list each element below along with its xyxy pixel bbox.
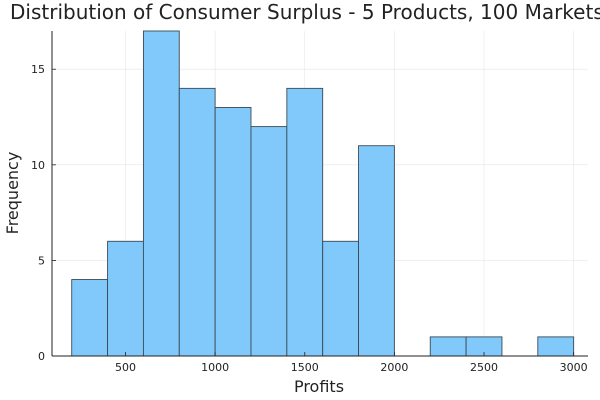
x-axis-label: Profits [294,377,344,396]
histogram-bar [358,145,395,357]
chart-title: Distribution of Consumer Surplus - 5 Pro… [10,0,600,24]
histogram-bar [178,87,216,357]
ticks-layer: 500 1000 1500 2000 2500 3000 0 5 10 15 [31,63,588,374]
axes-layer [51,31,588,357]
x-tick-label: 1500 [291,361,319,374]
histogram-bar [250,126,288,357]
y-tick-label: 15 [31,63,45,76]
x-tick-label: 1000 [201,361,229,374]
histogram-bar [71,279,109,357]
bars-layer [71,30,575,357]
x-tick-label: 500 [115,361,136,374]
y-tick-label: 5 [38,254,45,267]
histogram-bar [286,87,324,357]
histogram-bar [322,240,359,357]
histogram-bar [429,336,467,357]
histogram-bar [537,336,575,357]
y-tick-label: 10 [31,159,45,172]
x-tick-label: 3000 [560,361,588,374]
x-tick-label: 2500 [470,361,498,374]
y-tick-label: 0 [38,350,45,363]
x-tick-label: 2000 [380,361,408,374]
histogram-bar [107,240,144,357]
y-axis-label: Frequency [3,152,22,235]
histogram-bar [214,107,252,357]
histogram-bar [142,30,180,357]
